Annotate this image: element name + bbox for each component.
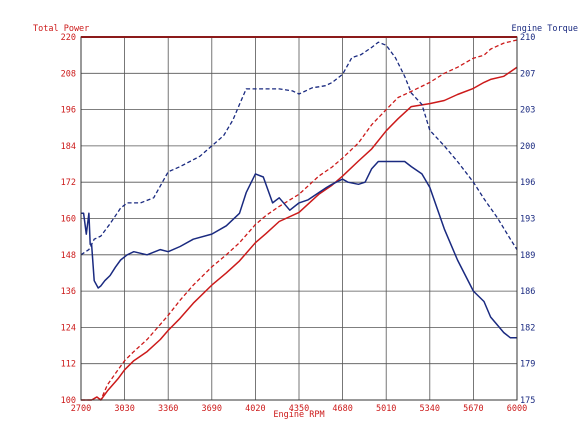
right-tick-label: 189: [520, 251, 535, 261]
left-tick-label: 208: [61, 69, 76, 79]
right-tick-label: 175: [520, 396, 535, 406]
right-tick-label: 182: [520, 323, 535, 333]
torque-dashed-line: [80, 41, 518, 256]
right-tick-label: 200: [520, 142, 535, 152]
left-tick-label: 220: [61, 33, 76, 43]
x-tick-label: 2700: [71, 404, 91, 414]
left-tick-label: 196: [61, 106, 76, 116]
x-tick-label: 4350: [289, 404, 309, 414]
x-tick-label: 3360: [158, 404, 178, 414]
right-tick-label: 210: [520, 33, 535, 43]
right-axis-title: Engine Torque: [511, 24, 578, 34]
left-tick-label: 184: [61, 142, 76, 152]
left-tick-label: 124: [61, 323, 76, 333]
left-tick-label: 136: [61, 287, 76, 297]
left-tick-label: 160: [61, 215, 76, 225]
x-tick-label: 5670: [463, 404, 483, 414]
left-tick-labels: 100 112 124 136 148 160 172 184 196 208 220: [61, 33, 76, 406]
grid: [81, 37, 517, 400]
left-axis-title: Total Power: [33, 24, 89, 34]
x-tick-label: 4680: [332, 404, 352, 414]
left-tick-label: 148: [61, 251, 76, 261]
left-tick-label: 100: [61, 396, 76, 406]
x-tick-label: 5010: [376, 404, 396, 414]
left-tick-label: 172: [61, 178, 76, 188]
left-tick-label: 112: [61, 360, 76, 370]
right-tick-label: 186: [520, 287, 535, 297]
right-tick-label: 203: [520, 106, 535, 116]
right-tick-labels: 175 179 182 186 189 193 196 200 203 207 210: [520, 33, 535, 406]
x-tick-label: 3030: [114, 404, 134, 414]
torque-solid-line: [81, 160, 517, 339]
right-tick-label: 196: [520, 178, 535, 188]
power-solid-line: [81, 66, 518, 401]
right-tick-label: 193: [520, 215, 535, 225]
x-tick-labels: 2700 3030 3360 3690 4020 4350 4680 5010 5340 5670…: [71, 404, 527, 414]
power-dashed-line: [81, 39, 518, 401]
right-tick-label: 179: [520, 360, 535, 370]
x-tick-label: 6000: [507, 404, 527, 414]
x-axis-title: Engine RPM: [273, 410, 324, 420]
x-tick-label: 5340: [420, 404, 440, 414]
x-tick-label: 3690: [202, 404, 222, 414]
right-tick-label: 207: [520, 69, 535, 79]
x-tick-label: 4020: [245, 404, 265, 414]
series-lines: [80, 39, 518, 401]
